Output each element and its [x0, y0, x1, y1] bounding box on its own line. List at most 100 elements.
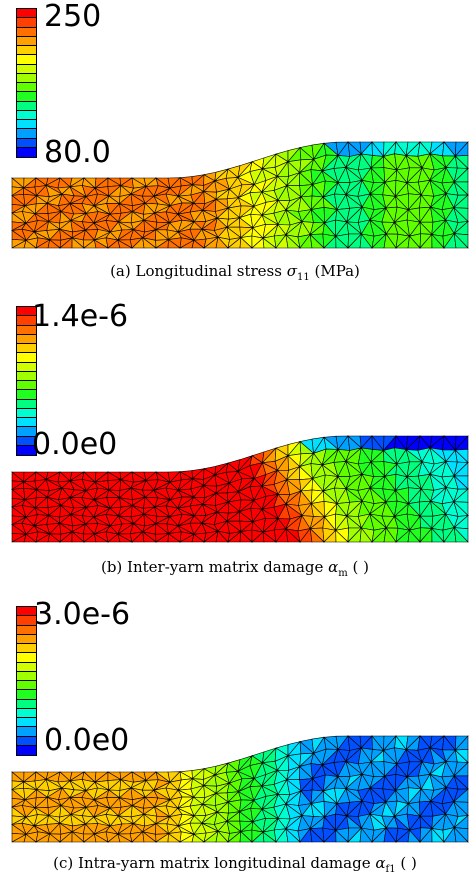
colorbar-min-label: 80.0	[44, 135, 111, 170]
panel-c: 3.0e-6 0.0e0 (c) Intra-yarn matrix longi…	[0, 586, 470, 882]
colorbar-segment	[17, 9, 36, 19]
mesh-element	[335, 235, 349, 249]
colorbar-segment	[17, 362, 36, 372]
mesh-element	[191, 533, 205, 543]
mesh-element	[142, 831, 157, 843]
colorbar-segment	[17, 634, 36, 644]
colorbar-segment	[17, 46, 36, 56]
colorbar-segment	[17, 607, 36, 617]
colorbar-segment	[17, 307, 36, 317]
colorbar-segment	[17, 418, 36, 428]
panel-b: 1.4e-6 0.0e0 (b) Inter-yarn matrix damag…	[0, 290, 470, 586]
mesh-element	[383, 233, 397, 249]
panel-caption: (b) Inter-yarn matrix damage αm ( )	[100, 558, 370, 579]
colorbar-segment	[17, 64, 36, 74]
mesh-plot	[11, 435, 469, 543]
mesh-element	[431, 527, 445, 543]
mesh-element	[117, 239, 134, 249]
colorbar-segment	[17, 325, 36, 335]
colorbar-max-label: 3.0e-6	[34, 597, 131, 632]
mesh-element	[285, 527, 301, 543]
mesh-element	[335, 529, 349, 543]
mesh-element	[47, 239, 61, 249]
colorbar-segment	[17, 718, 36, 728]
colorbar-segment	[17, 147, 36, 157]
colorbar-segment	[17, 445, 36, 455]
mesh-plot	[11, 735, 469, 843]
colorbar-segment	[17, 18, 36, 28]
colorbar-segment	[17, 745, 36, 755]
mesh-element	[431, 827, 445, 843]
colorbar-segment	[17, 399, 36, 409]
colorbar-segment	[17, 138, 36, 148]
mesh-element	[117, 533, 134, 543]
mesh-element	[93, 533, 110, 543]
colorbar-segment	[17, 101, 36, 111]
colorbar-segment	[17, 92, 36, 102]
mesh-element	[309, 827, 325, 843]
colorbar-segment	[17, 110, 36, 120]
mesh-element	[23, 833, 37, 843]
mesh-element	[335, 829, 349, 843]
colorbar-segment	[17, 381, 36, 391]
mesh-element	[309, 233, 325, 249]
colorbar-max-label: 250	[44, 0, 102, 34]
mesh-element	[309, 527, 325, 543]
mesh-element	[239, 236, 253, 249]
colorbar-segment	[17, 671, 36, 681]
colorbar-segment	[17, 727, 36, 737]
mesh-element	[453, 826, 469, 843]
mesh-element	[215, 830, 229, 843]
colorbar-segment	[17, 662, 36, 672]
mesh-element	[407, 235, 421, 249]
colorbar-segment	[17, 334, 36, 344]
mesh-element	[47, 533, 61, 543]
colorbar-segment	[17, 690, 36, 700]
mesh-element	[23, 533, 37, 543]
mesh-element	[285, 827, 301, 843]
colorbar	[16, 306, 37, 456]
mesh-elements	[11, 735, 469, 843]
colorbar-segment	[17, 36, 36, 46]
mesh-element	[215, 236, 229, 249]
mesh-elements	[11, 141, 469, 249]
mesh-element	[167, 239, 181, 249]
mesh-element	[407, 529, 421, 543]
mesh-element	[453, 526, 469, 543]
colorbar-segment	[17, 427, 36, 437]
colorbar-min-label: 0.0e0	[44, 723, 130, 758]
mesh-element	[431, 233, 445, 249]
mesh-element	[262, 237, 277, 249]
mesh-element	[71, 831, 85, 843]
colorbar-segment	[17, 653, 36, 663]
mesh-element	[47, 833, 61, 843]
colorbar-segment	[17, 625, 36, 635]
mesh-element	[285, 233, 301, 249]
colorbar-segment	[17, 708, 36, 718]
colorbar-segment	[17, 120, 36, 130]
colorbar-max-label: 1.4e-6	[32, 299, 129, 334]
mesh-element	[142, 237, 157, 249]
mesh-element	[93, 833, 110, 843]
colorbar-segment	[17, 736, 36, 746]
mesh-element	[383, 827, 397, 843]
mesh-element	[262, 531, 277, 543]
colorbar-segment	[17, 699, 36, 709]
colorbar-segment	[17, 83, 36, 93]
mesh-element	[407, 829, 421, 843]
colorbar-segment	[17, 344, 36, 354]
mesh-element	[23, 239, 37, 249]
colorbar-min-label: 0.0e0	[32, 427, 118, 462]
mesh-elements	[11, 435, 469, 543]
mesh-element	[142, 531, 157, 543]
panel-caption: (c) Intra-yarn matrix longitudinal damag…	[53, 854, 417, 875]
colorbar-segment	[17, 55, 36, 65]
colorbar-segment	[17, 371, 36, 381]
colorbar-segment	[17, 644, 36, 654]
colorbar-segment	[17, 616, 36, 626]
mesh-element	[117, 833, 134, 843]
mesh-element	[93, 239, 110, 249]
mesh-element	[239, 530, 253, 543]
colorbar	[16, 606, 37, 756]
panel-caption: (a) Longitudinal stress σ11 (MPa)	[110, 262, 360, 283]
